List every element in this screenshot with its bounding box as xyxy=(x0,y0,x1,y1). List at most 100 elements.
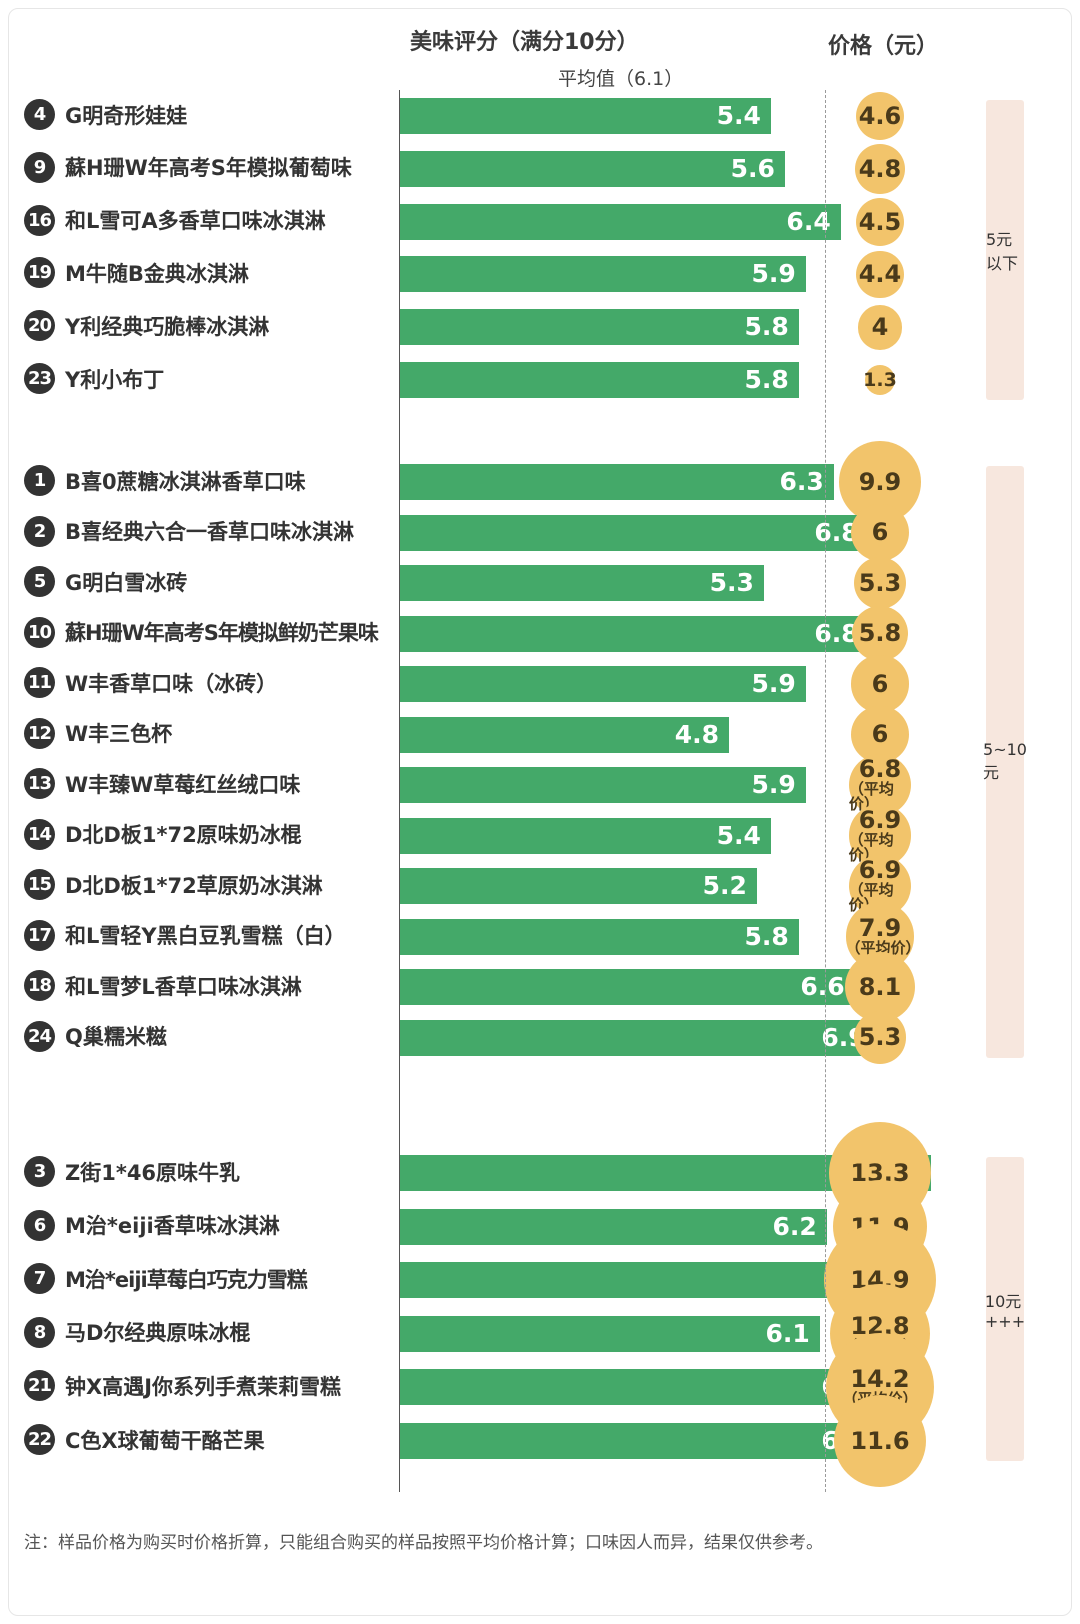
score-value-label: 6.9 xyxy=(399,1372,865,1401)
price-value: 6.9 xyxy=(858,805,902,834)
product-name: G明奇形娃娃 xyxy=(65,103,188,128)
price-value: 5.3 xyxy=(858,1023,902,1052)
score-value-label: 6.3 xyxy=(779,467,824,496)
sample-number: 4 xyxy=(24,99,55,130)
price-value: 5.3 xyxy=(858,568,902,597)
price-value: 6 xyxy=(871,669,889,698)
sample-number: 7 xyxy=(24,1263,55,1295)
y-axis-line xyxy=(399,90,400,1492)
price-title: 价格（元） xyxy=(828,34,939,59)
product-label: 20 Y利经典巧脆棒冰淇淋 xyxy=(24,310,270,342)
price-note: （平均价） xyxy=(848,830,894,864)
price-value: 4 xyxy=(871,313,889,342)
product-label: 6 M治*eiji香草味冰淇淋 xyxy=(24,1209,280,1241)
score-value-label: 5.9 xyxy=(751,770,796,799)
price-value: 4.5 xyxy=(858,207,902,236)
product-name: M牛随B金典冰淇淋 xyxy=(65,261,249,286)
sample-number: 15 xyxy=(24,869,55,900)
product-name: Q巢糯米糍 xyxy=(65,1025,167,1049)
price-bubble: 5.3 xyxy=(853,1011,907,1064)
sample-number: 11 xyxy=(24,667,55,698)
product-name: B喜0蔗糖冰淇淋香草口味 xyxy=(65,469,306,494)
score-bar xyxy=(399,1208,827,1245)
score-value-label: 5.2 xyxy=(702,871,747,900)
score-value-label: 5.3 xyxy=(709,568,754,597)
price-bubble: 9.9 xyxy=(839,441,921,523)
score-value-label: 5.6 xyxy=(730,153,775,183)
sample-number: 3 xyxy=(24,1156,55,1187)
sample-number: 22 xyxy=(24,1424,55,1455)
price-bubble: 6 xyxy=(851,705,909,764)
score-value-label: 6.1 xyxy=(765,1318,810,1348)
product-label: 24 Q巢糯米糍 xyxy=(24,1020,167,1052)
sample-number: 8 xyxy=(24,1316,55,1348)
product-label: 17 和L雪轻Y黑白豆乳雪糕（白） xyxy=(24,919,346,951)
score-title: 美味评分（满分10分） xyxy=(410,30,639,55)
product-name: Y利经典巧脆棒冰淇淋 xyxy=(65,314,270,339)
score-value-label: 5.8 xyxy=(744,365,789,394)
score-value-label: 6.2 xyxy=(772,1211,817,1241)
price-bubble: 5.8 xyxy=(852,605,908,662)
price-value: 6 xyxy=(871,518,889,547)
product-label: 1 B喜0蔗糖冰淇淋香草口味 xyxy=(24,465,306,496)
product-name: C色X球葡萄干酪芒果 xyxy=(65,1428,265,1453)
score-bar xyxy=(399,767,806,803)
score-value-label: 6.8 xyxy=(814,517,859,547)
score-bar xyxy=(399,1423,876,1459)
price-value: 4.4 xyxy=(858,260,902,289)
score-bar xyxy=(399,1315,820,1352)
average-line xyxy=(824,90,826,1492)
product-name: W丰臻W草莓红丝绒口味 xyxy=(65,772,301,797)
product-name: D北D板1*72草原奶冰淇淋 xyxy=(65,873,323,898)
score-bar xyxy=(399,150,785,187)
price-group-box: 5元以下 xyxy=(986,100,1024,400)
product-label: 9 蘇H珊W年高考S年模拟葡萄味 xyxy=(24,151,352,183)
sample-number: 5 xyxy=(24,566,55,597)
score-value-label: 5.4 xyxy=(716,101,761,130)
price-value: 6.9 xyxy=(858,856,902,885)
score-value-label: 5.9 xyxy=(751,259,796,289)
score-bar xyxy=(399,98,771,134)
score-bar xyxy=(399,514,869,551)
price-group-label: 5~10元 xyxy=(983,740,1027,783)
product-name: 蘇H珊W年高考S年模拟葡萄味 xyxy=(65,156,352,181)
product-name: 和L雪可A多香草口味冰淇淋 xyxy=(65,209,326,234)
score-bar xyxy=(399,1369,876,1406)
price-value: 11.6 xyxy=(850,1426,910,1455)
price-value: 6 xyxy=(871,720,889,749)
score-bar xyxy=(399,615,869,652)
sample-number: 24 xyxy=(24,1020,55,1052)
sample-number: 19 xyxy=(24,257,55,289)
price-note: （平均价） xyxy=(845,939,921,958)
product-name: M治*eiji香草味冰淇淋 xyxy=(65,1214,280,1239)
price-bubble: 11.6 xyxy=(834,1395,926,1487)
sample-number: 9 xyxy=(24,151,55,183)
price-value: 7.9 xyxy=(858,914,902,943)
product-label: 11 W丰香草口味（冰砖） xyxy=(24,667,277,698)
product-label: 14 D北D板1*72原味奶冰棍 xyxy=(24,818,302,850)
score-bar xyxy=(399,256,806,293)
price-value: 14.2 xyxy=(850,1365,910,1394)
price-bubble: 4.8 xyxy=(855,143,905,194)
price-value: 4.8 xyxy=(858,154,902,183)
score-value-label: 6.4 xyxy=(786,206,831,236)
score-bar xyxy=(399,1019,876,1056)
product-name: 和L雪轻Y黑白豆乳雪糕（白） xyxy=(65,924,346,948)
sample-number: 6 xyxy=(24,1209,55,1241)
score-bar xyxy=(399,817,771,854)
score-value-label: 7.1 xyxy=(399,1265,879,1294)
sample-number: 17 xyxy=(24,919,55,951)
sample-number: 18 xyxy=(24,970,55,1001)
product-label: 18 和L雪梦L香草口味冰淇淋 xyxy=(24,970,302,1001)
score-bar xyxy=(399,716,730,753)
score-value-label: 6.9 xyxy=(821,1022,866,1052)
price-bubble: 6.8 （平均价） xyxy=(848,753,912,817)
score-value-label: 5.4 xyxy=(716,820,761,850)
product-name: 马D尔经典原味冰棍 xyxy=(65,1321,251,1346)
score-value-label: 4.8 xyxy=(674,719,720,749)
product-label: 8 马D尔经典原味冰棍 xyxy=(24,1316,251,1348)
score-value-label: 6.8 xyxy=(814,618,859,648)
product-name: W丰三色杯 xyxy=(65,722,173,746)
score-value-label: 5.8 xyxy=(744,312,789,342)
